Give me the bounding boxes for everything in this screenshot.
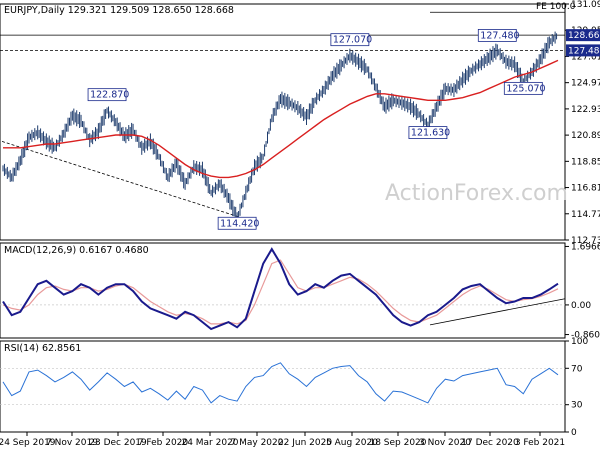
watermark: ActionForex.com: [385, 181, 568, 206]
x-tick-label: 3 Nov 2020: [419, 438, 471, 448]
annotation-box: [408, 126, 448, 139]
rsi-y-tick-label: 30: [571, 401, 583, 411]
rsi-header: RSI(14) 62.8561: [4, 343, 81, 354]
price-y-tick-label: 124.970: [571, 79, 600, 89]
rsi-y-tick-label: 100: [571, 337, 588, 347]
annotation-label: 127.480: [480, 30, 519, 41]
annotation-box: [217, 216, 257, 230]
annotation-label: 127.070: [333, 35, 372, 46]
price-tag-label: 128.668: [568, 31, 600, 41]
price-y-tick-label: 118.850: [571, 157, 600, 167]
price-panel: 131.090129.050127.010124.970122.930120.8…: [0, 0, 600, 246]
x-tick-label: 17 Dec 2020: [461, 438, 519, 448]
annotation-box: [477, 29, 517, 42]
annotation-box: [87, 88, 127, 102]
x-tick-label: 23 Dec 2019: [89, 438, 147, 448]
annotation-label: 121.630: [411, 128, 450, 139]
price-y-tick-label: 122.930: [571, 105, 600, 115]
rsi-frame: [0, 340, 566, 433]
x-tick-label: 22 Jun 2020: [278, 438, 332, 448]
macd-y-tick-label: -0.8602: [571, 331, 600, 341]
descending-trendline: [1, 141, 247, 220]
annotation-box: [503, 81, 543, 95]
price-y-tick-label: 127.010: [571, 52, 600, 62]
price-y-tick-label: 120.890: [571, 131, 600, 141]
macd-y-tick-label: 0.00: [571, 301, 591, 311]
macd-line: [2, 247, 559, 331]
fe-level-label: FE 100.0: [536, 2, 576, 12]
macd-panel: MACD(12,26,9) 0.6167 0.4680 1.6966 0.00 -0.…: [0, 242, 600, 341]
price-y-tick-label: 131.090: [571, 0, 600, 10]
macd-header: MACD(12,26,9) 0.6167 0.4680: [4, 245, 149, 256]
annotation-box: [330, 33, 370, 47]
rsi-line: [2, 362, 559, 404]
x-tick-label: 18 Sep 2020: [369, 438, 426, 448]
rsi-y-tick-label: 70: [571, 364, 583, 374]
price-tag-box: [566, 44, 600, 57]
macd-trendline: [429, 298, 566, 326]
moving-average-line: [3, 59, 559, 179]
x-tick-label: 3 Feb 2021: [515, 438, 565, 448]
price-y-tick-label: 114.770: [571, 210, 600, 220]
rsi-y-tick-label: 0: [571, 428, 577, 438]
price-frame: [0, 3, 566, 241]
x-tick-label: 7 May 2020: [231, 438, 284, 448]
rsi-panel: RSI(14) 62.8561 100 70 30 0: [0, 337, 588, 438]
x-tick-label: 7 Feb 2020: [138, 438, 189, 448]
x-tick-label: 5 Aug 2020: [326, 438, 378, 448]
annotation-label: 125.070: [506, 83, 545, 94]
x-tick-label: 7 Nov 2019: [46, 438, 98, 448]
macd-signal-line: [2, 259, 559, 325]
macd-y-tick-label: 1.6966: [571, 242, 600, 252]
price-y-tick-label: 116.810: [571, 184, 600, 194]
x-tick-label: 24 Mar 2020: [181, 438, 238, 448]
macd-frame: [0, 242, 566, 339]
price-tag-box: [566, 29, 600, 42]
annotation-label: 122.870: [90, 90, 129, 101]
x-tick-label: 24 Sep 2019: [0, 438, 56, 448]
price-y-tick-label: 112.730: [571, 236, 600, 246]
price-tag-label: 127.480: [568, 46, 600, 56]
annotation-label: 114.420: [220, 218, 259, 229]
price-header: EURJPY,Daily 129.321 129.509 128.650 128…: [4, 5, 234, 16]
